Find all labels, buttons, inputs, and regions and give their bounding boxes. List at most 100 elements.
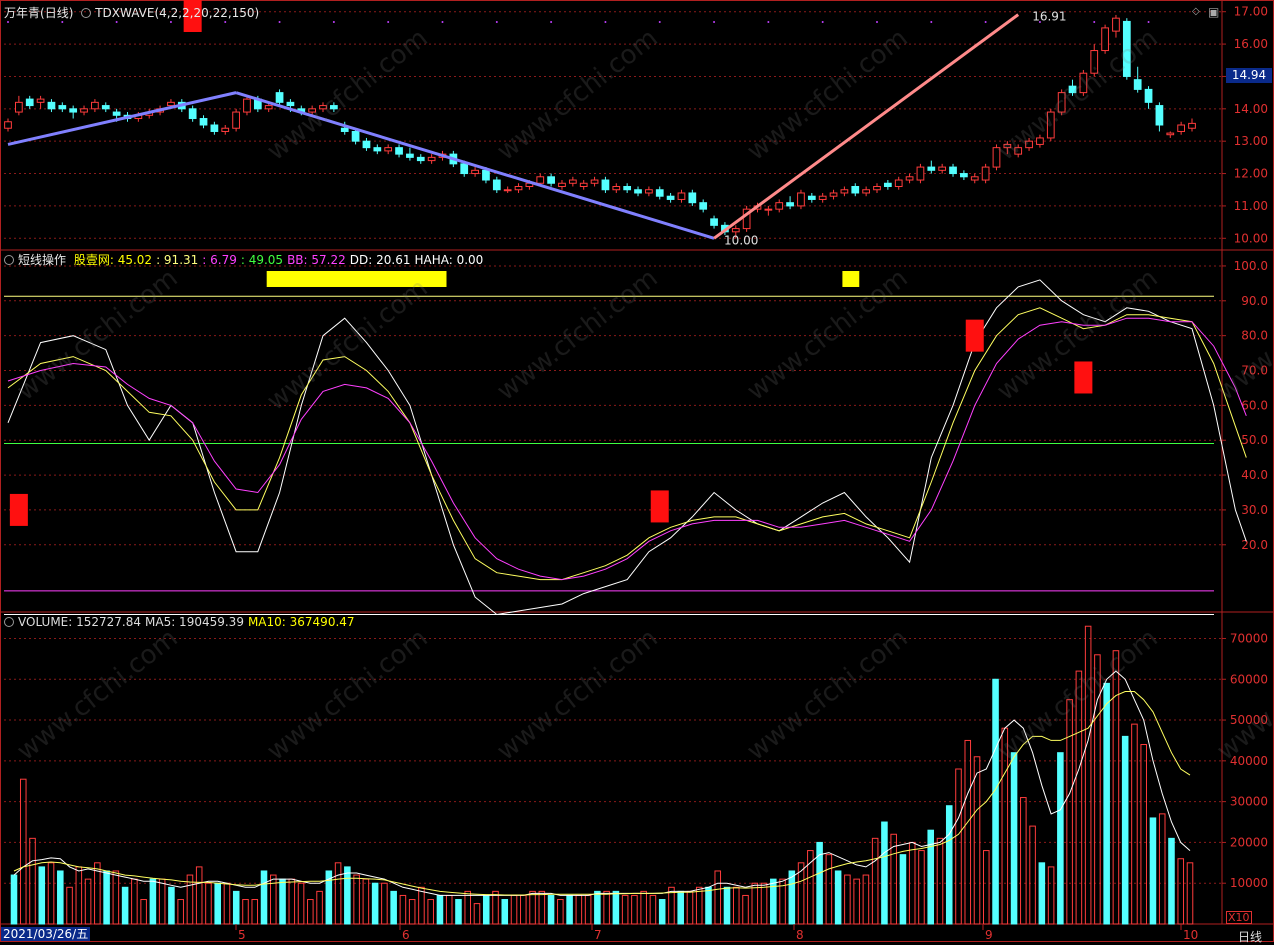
- candle: [308, 108, 317, 113]
- volume-bar: [492, 890, 499, 925]
- volume-bar: [695, 886, 703, 925]
- volume-bar: [770, 878, 777, 925]
- volume-bar: [436, 894, 444, 925]
- y-tick-label: 20.0: [1241, 538, 1268, 552]
- volume-bar: [751, 882, 759, 925]
- period-label[interactable]: 日线: [1238, 930, 1263, 944]
- candle: [330, 105, 338, 110]
- volume-bar: [575, 894, 583, 925]
- volume-bar: [742, 894, 749, 925]
- volume-bar: [316, 890, 323, 925]
- volume-bar: [927, 829, 935, 925]
- candle: [1133, 79, 1142, 90]
- candle: [1188, 122, 1196, 129]
- marker-dot: [1093, 21, 1096, 23]
- marker-dot: [169, 21, 172, 23]
- y-tick-label: 70.0: [1241, 364, 1268, 378]
- window-icon[interactable]: ▣: [1208, 5, 1220, 19]
- marker-dot: [1147, 21, 1150, 23]
- volume-bar: [945, 805, 953, 925]
- candle: [188, 108, 197, 120]
- marker-dot: [7, 21, 9, 23]
- candle: [91, 101, 99, 110]
- volume-bar: [427, 899, 434, 925]
- volume-bar: [538, 890, 546, 925]
- y-tick-label: 90.0: [1241, 294, 1268, 308]
- volume-bar: [1020, 797, 1027, 925]
- candle: [1068, 85, 1077, 94]
- candle: [362, 140, 371, 149]
- marker-dot: [984, 21, 987, 23]
- settings-icon[interactable]: [81, 8, 92, 18]
- period-tag: (日线): [40, 6, 74, 20]
- marker-dot: [1038, 21, 1041, 23]
- marker-dot: [278, 21, 281, 23]
- volume-bar: [94, 862, 101, 925]
- candle: [786, 202, 794, 207]
- settings-icon[interactable]: [4, 617, 14, 627]
- volume-bar: [807, 850, 814, 925]
- volume-bar: [1149, 817, 1157, 925]
- diamond-icon[interactable]: ◇: [1192, 6, 1200, 17]
- volume-bar: [223, 882, 231, 925]
- candle: [36, 98, 45, 103]
- settings-icon[interactable]: [4, 255, 14, 265]
- volume-bar: [501, 899, 509, 925]
- marker-dot: [550, 21, 553, 23]
- candle: [4, 121, 12, 129]
- marker-dot: [821, 21, 824, 23]
- volume-bar: [390, 890, 397, 925]
- indicator-value: DD: 20.61: [349, 253, 411, 267]
- candle: [699, 202, 708, 210]
- low-price-annotation: 10.00: [724, 233, 758, 247]
- volume-bar: [325, 870, 333, 925]
- candle: [210, 124, 219, 132]
- candle: [351, 130, 360, 142]
- volume-bar: [871, 837, 879, 925]
- x-tick-label: 7: [594, 928, 602, 942]
- candle: [807, 195, 816, 200]
- volume-bar: [1158, 813, 1166, 925]
- candle: [1057, 92, 1066, 113]
- volume-bar: [788, 870, 796, 925]
- volume-bar: [418, 886, 425, 925]
- panel1-header: 万年青(日线) TDXWAVE(4,2,2,20,22,150): [4, 6, 263, 20]
- marker-dot: [441, 21, 444, 23]
- candle: [536, 176, 545, 184]
- candle: [688, 192, 697, 204]
- volume-bar: [862, 874, 870, 925]
- volume-bar: [112, 870, 120, 925]
- volume-bar: [1038, 862, 1046, 925]
- volume-bar: [482, 894, 490, 925]
- marker-dot: [767, 21, 770, 23]
- volume-bar: [547, 894, 555, 925]
- volume-bar: [57, 870, 64, 925]
- marker-dot: [115, 21, 118, 23]
- indicator-value: BB: 57.22: [287, 253, 346, 267]
- candle: [840, 189, 849, 194]
- candle: [764, 208, 773, 211]
- volume-bar: [195, 866, 203, 925]
- volume-bar: [677, 890, 684, 925]
- candle: [1101, 27, 1109, 52]
- candle: [492, 179, 501, 191]
- volume-bar: [344, 866, 351, 925]
- candle: [547, 176, 555, 184]
- candle: [101, 105, 110, 110]
- marker-dot: [875, 21, 878, 23]
- indicator-value: : 49.05: [240, 253, 284, 267]
- date-label: 2021/03/26/五: [1, 927, 91, 941]
- y-tick-label: 11.00: [1234, 199, 1268, 213]
- volume-bar: [1121, 735, 1129, 925]
- indicator-value: 股壹网: 45.02: [73, 253, 153, 267]
- stock-name: 万年青: [4, 6, 41, 20]
- candle: [460, 163, 469, 175]
- volume-bar: [899, 854, 907, 925]
- candle: [742, 208, 751, 230]
- volume-bar: [723, 886, 731, 925]
- indicator-value: : 6.79: [202, 253, 237, 267]
- marker-dot: [495, 21, 498, 23]
- candle: [471, 169, 479, 175]
- haha-bar: [266, 271, 447, 287]
